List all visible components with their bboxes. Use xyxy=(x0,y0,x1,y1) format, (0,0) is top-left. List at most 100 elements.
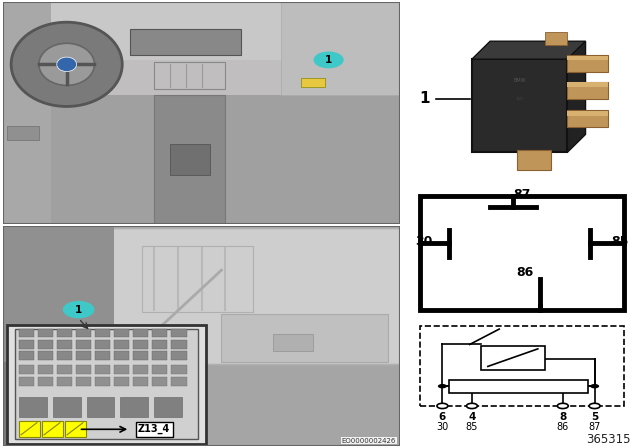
Bar xyxy=(3,6,400,8)
Bar xyxy=(3,8,400,10)
Circle shape xyxy=(590,384,599,388)
Text: 1: 1 xyxy=(75,305,82,314)
Text: 6: 6 xyxy=(439,412,446,422)
Bar xyxy=(3,74,400,76)
Bar xyxy=(57,328,72,337)
Text: 8: 8 xyxy=(559,412,566,422)
Bar xyxy=(170,144,209,175)
Bar xyxy=(3,80,400,82)
Bar xyxy=(95,351,110,360)
Text: 5: 5 xyxy=(591,412,598,422)
Bar xyxy=(3,70,400,72)
Bar xyxy=(95,328,110,337)
Bar xyxy=(3,50,400,52)
Bar xyxy=(3,40,400,42)
Bar xyxy=(3,66,400,68)
Bar xyxy=(115,351,129,360)
Bar xyxy=(3,72,400,74)
Bar xyxy=(154,62,225,89)
Bar xyxy=(221,314,388,362)
Bar xyxy=(517,150,552,170)
Bar xyxy=(15,329,198,439)
Bar xyxy=(115,328,129,337)
Bar xyxy=(3,92,400,94)
Bar xyxy=(76,377,92,387)
Bar xyxy=(568,82,608,87)
Bar xyxy=(19,421,40,437)
Circle shape xyxy=(63,301,95,319)
Bar xyxy=(95,365,110,375)
Bar xyxy=(3,4,400,6)
Bar xyxy=(57,340,72,349)
Bar xyxy=(7,325,205,444)
Text: 86: 86 xyxy=(516,266,533,279)
Bar xyxy=(3,56,400,58)
Bar xyxy=(154,95,225,224)
Bar xyxy=(142,246,253,312)
Bar xyxy=(3,94,400,96)
Bar xyxy=(3,96,400,98)
Bar xyxy=(172,340,186,349)
Bar xyxy=(57,365,72,375)
Bar xyxy=(3,95,400,224)
Bar xyxy=(449,379,588,393)
Text: 365315: 365315 xyxy=(586,433,630,446)
Bar xyxy=(133,340,148,349)
Text: 1: 1 xyxy=(419,91,429,106)
Bar xyxy=(120,397,148,417)
Bar xyxy=(3,12,400,14)
Bar xyxy=(76,340,92,349)
Bar xyxy=(3,28,400,30)
Bar xyxy=(38,351,53,360)
Bar xyxy=(115,340,129,349)
Bar xyxy=(3,362,115,446)
Text: Z13_4: Z13_4 xyxy=(138,424,170,435)
Bar xyxy=(19,365,34,375)
Bar xyxy=(57,377,72,387)
Bar xyxy=(7,126,39,140)
Bar xyxy=(3,86,400,88)
Text: 12V: 12V xyxy=(516,97,524,100)
Bar xyxy=(3,22,400,24)
Bar xyxy=(3,88,400,90)
Text: 86: 86 xyxy=(557,422,569,432)
Bar xyxy=(568,111,608,116)
Circle shape xyxy=(438,384,447,388)
Bar xyxy=(152,328,168,337)
Bar xyxy=(3,226,115,362)
Bar xyxy=(568,56,608,60)
Bar xyxy=(281,2,400,95)
Circle shape xyxy=(589,403,600,409)
Bar xyxy=(19,377,34,387)
Text: 85: 85 xyxy=(611,235,628,249)
Circle shape xyxy=(467,403,477,409)
Bar xyxy=(3,44,400,46)
Bar xyxy=(130,29,241,56)
Bar xyxy=(152,365,168,375)
Bar xyxy=(3,30,400,32)
Bar xyxy=(154,397,182,417)
Bar xyxy=(3,64,400,66)
Bar xyxy=(568,82,608,99)
Bar xyxy=(3,48,400,50)
Bar xyxy=(3,62,400,64)
Bar xyxy=(133,365,148,375)
Bar xyxy=(3,18,400,20)
Bar xyxy=(3,2,51,224)
Bar xyxy=(3,68,400,70)
Ellipse shape xyxy=(57,57,77,72)
Bar xyxy=(301,78,324,86)
Bar xyxy=(3,58,400,60)
Bar xyxy=(568,110,608,127)
Text: 30: 30 xyxy=(415,235,433,249)
Polygon shape xyxy=(568,41,586,152)
Bar xyxy=(545,32,568,45)
Bar xyxy=(95,340,110,349)
Bar xyxy=(3,82,400,84)
Bar xyxy=(3,10,400,12)
Bar xyxy=(3,60,400,62)
Bar xyxy=(38,340,53,349)
Bar xyxy=(86,397,115,417)
Bar xyxy=(3,32,400,34)
Bar xyxy=(38,328,53,337)
